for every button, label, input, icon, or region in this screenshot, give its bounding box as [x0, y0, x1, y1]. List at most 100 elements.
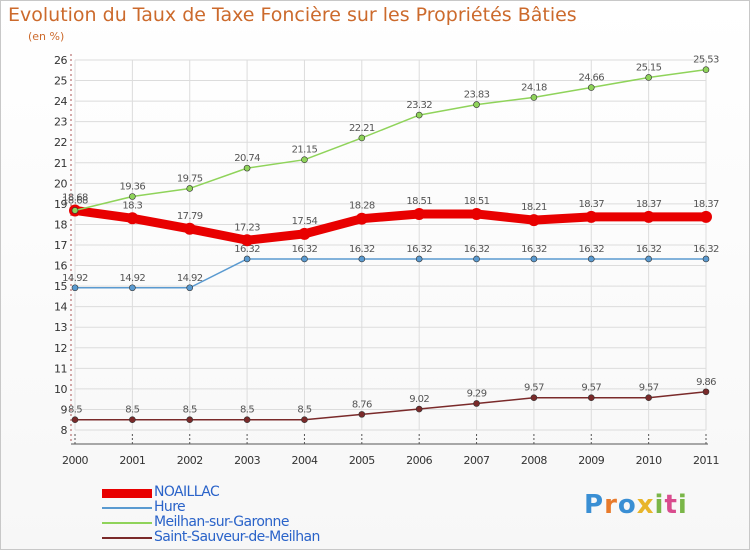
- y-tick-label: 11: [54, 362, 67, 375]
- series-line-saint-sauveur-de-meilhan: [74, 391, 707, 421]
- data-label: 18.21: [521, 202, 547, 213]
- data-label: 9.02: [409, 394, 429, 405]
- y-tick-label: 24: [54, 95, 67, 108]
- legend-item: Hure: [102, 499, 362, 515]
- data-label: 25.15: [636, 62, 662, 73]
- legend-label: Meilhan-sur-Garonne: [154, 514, 289, 530]
- data-point: [126, 212, 139, 225]
- x-tick-label: 2007: [464, 454, 490, 467]
- x-tick-label: 2009: [578, 454, 604, 467]
- data-label: 18.51: [464, 196, 490, 207]
- data-label: 18.37: [636, 199, 662, 210]
- data-label: 8.5: [297, 405, 311, 416]
- data-point: [415, 111, 423, 119]
- data-label: 14.92: [62, 273, 88, 284]
- x-tick-label: 2001: [119, 454, 145, 467]
- data-point: [530, 255, 538, 263]
- logo-letter: o: [617, 490, 637, 520]
- data-label: 8.5: [183, 405, 197, 416]
- logo-letter: i: [677, 490, 688, 520]
- y-tick-label: 9: [61, 403, 68, 416]
- x-tick-label: 2000: [62, 454, 88, 467]
- data-label: 16.32: [406, 244, 432, 255]
- data-point: [413, 207, 426, 220]
- data-point: [527, 214, 540, 227]
- data-point: [415, 255, 423, 263]
- data-label: 14.92: [120, 273, 146, 284]
- data-point: [301, 255, 308, 263]
- data-point: [587, 394, 595, 402]
- data-label: 16.32: [349, 244, 375, 255]
- x-tick-label: 2003: [234, 454, 260, 467]
- data-point: [241, 234, 254, 247]
- y-tick-label: 26: [54, 54, 67, 67]
- x-tick-label: 2008: [521, 454, 547, 467]
- data-point: [129, 284, 136, 292]
- data-point: [645, 394, 652, 402]
- x-tick-label: 2011: [693, 454, 719, 467]
- data-point: [702, 66, 710, 73]
- data-point: [702, 388, 710, 396]
- data-label: 9.86: [696, 377, 716, 388]
- y-tick-label: 21: [54, 157, 67, 170]
- data-label: 9.29: [467, 388, 487, 399]
- logo-letter: x: [636, 490, 655, 520]
- data-point: [301, 416, 308, 424]
- data-point: [645, 255, 652, 263]
- legend-swatch: [102, 537, 152, 539]
- data-point: [645, 74, 652, 81]
- legend: NOAILLAC Hure Meilhan-sur-Garonne Saint-Sau…: [102, 484, 362, 545]
- series-line-meilhan-sur-garonne: [74, 68, 707, 212]
- data-label: 18.28: [349, 201, 375, 212]
- data-label: 8.5: [240, 405, 254, 416]
- data-label: 16.32: [578, 244, 604, 255]
- proxiti-logo: Proxiti: [584, 490, 688, 520]
- legend-label: Hure: [154, 499, 186, 515]
- data-label: 16.32: [521, 244, 547, 255]
- y-tick-label: 22: [54, 136, 67, 149]
- data-point: [71, 207, 79, 214]
- legend-swatch: [102, 489, 152, 498]
- data-point: [473, 101, 480, 108]
- data-label: 24.18: [521, 82, 547, 93]
- legend-label: Saint-Sauveur-de-Meilhan: [154, 529, 320, 545]
- data-point: [470, 207, 483, 220]
- logo-letter: P: [584, 490, 605, 520]
- data-point: [71, 284, 79, 292]
- chart-title: Evolution du Taux de Taxe Foncière sur l…: [8, 4, 577, 26]
- y-tick-label: 19: [54, 198, 67, 211]
- x-tick-label: 2002: [177, 454, 203, 467]
- data-point: [585, 210, 598, 223]
- data-point: [243, 416, 251, 424]
- data-label: 21.15: [292, 145, 318, 156]
- data-point: [129, 416, 136, 424]
- data-label: 8.76: [352, 399, 372, 410]
- legend-item: Saint-Sauveur-de-Meilhan: [102, 529, 362, 545]
- data-label: 9.57: [581, 383, 601, 394]
- x-tick-label: 2010: [636, 454, 662, 467]
- series-line-hure: [74, 258, 707, 289]
- data-point: [700, 210, 712, 223]
- data-label: 16.32: [292, 244, 318, 255]
- data-label: 9.57: [639, 383, 659, 394]
- data-point: [702, 255, 710, 263]
- data-point: [358, 134, 366, 142]
- data-label: 14.92: [177, 273, 203, 284]
- data-label: 19.75: [177, 173, 203, 184]
- data-label: 18.37: [578, 199, 604, 210]
- data-point: [298, 227, 311, 240]
- logo-letter: r: [604, 490, 618, 520]
- data-point: [186, 416, 194, 424]
- y-tick-label: 10: [54, 383, 67, 396]
- data-label: 16.32: [234, 244, 260, 255]
- data-label: 17.79: [177, 211, 203, 222]
- data-point: [243, 164, 251, 172]
- chart-subtitle: (en %): [28, 30, 65, 43]
- legend-swatch: [102, 507, 152, 509]
- y-tick-label: 18: [54, 218, 67, 231]
- data-label: 16.32: [636, 244, 662, 255]
- data-label: 18.68: [62, 192, 88, 203]
- y-tick-label: 13: [54, 321, 67, 334]
- legend-label: NOAILLAC: [154, 484, 220, 500]
